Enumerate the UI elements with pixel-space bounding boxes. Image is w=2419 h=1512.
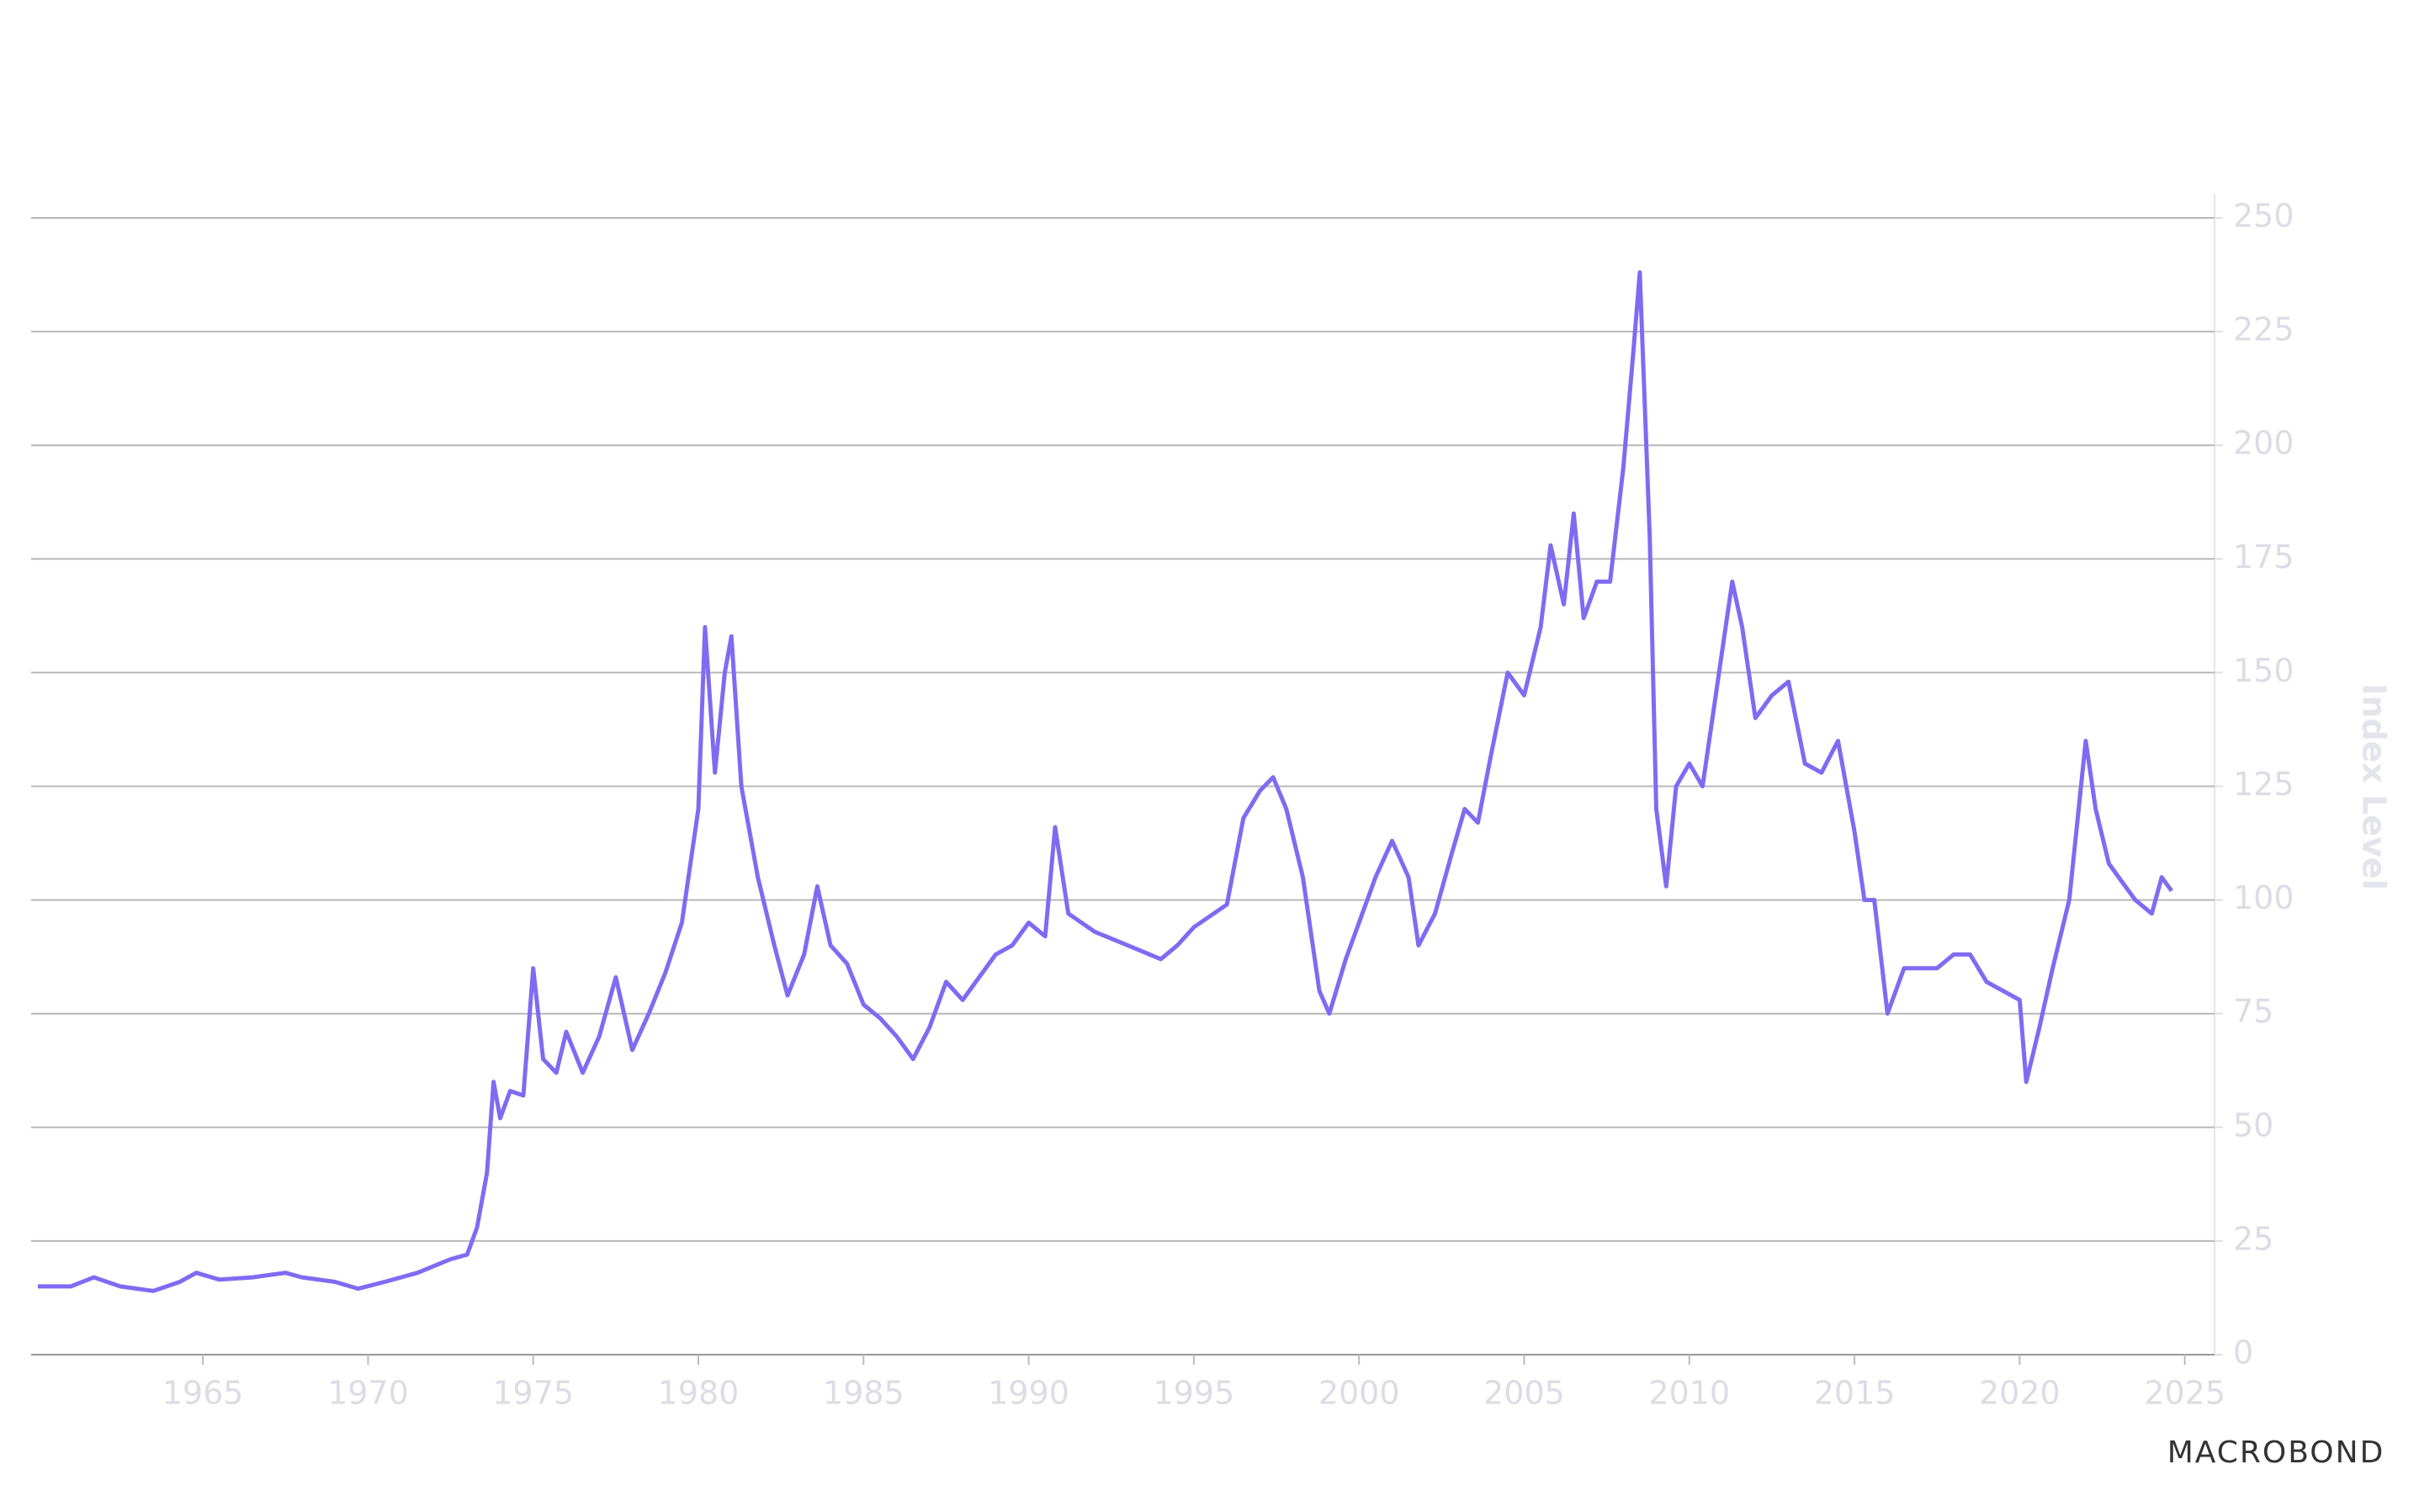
x-tick-label: 1965 <box>162 1375 244 1412</box>
data-line <box>37 270 2174 1293</box>
x-tick-label: 1995 <box>1154 1375 1235 1412</box>
brand-logo: MACROBOND <box>2167 1435 2385 1470</box>
x-tick-label: 2020 <box>1979 1375 2061 1412</box>
y-tick-label: 50 <box>2233 1106 2273 1143</box>
y-tick-label: 175 <box>2233 538 2294 576</box>
x-tick-label: 2005 <box>1483 1375 1565 1412</box>
y-tick-label: 125 <box>2233 766 2294 803</box>
x-tick-label: 1990 <box>988 1375 1069 1412</box>
y-tick-label: 225 <box>2233 311 2294 348</box>
x-tick-label: 1985 <box>823 1375 904 1412</box>
y-axis-label: Index Level <box>2356 683 2393 889</box>
y-tick-label: 150 <box>2233 652 2294 689</box>
y-tick-label: 100 <box>2233 879 2294 916</box>
y-tick-label: 25 <box>2233 1220 2273 1257</box>
x-tick-label: 1975 <box>492 1375 574 1412</box>
x-tick-label: 1970 <box>327 1375 409 1412</box>
x-tick-label: 2015 <box>1814 1375 1896 1412</box>
y-tick-label: 200 <box>2233 425 2294 462</box>
x-tick-label: 2010 <box>1648 1375 1730 1412</box>
x-tick-label: 2000 <box>1318 1375 1400 1412</box>
y-tick-label: 0 <box>2233 1334 2253 1371</box>
x-tick-label: 1980 <box>658 1375 740 1412</box>
x-tick-label: 2025 <box>2144 1375 2225 1412</box>
y-tick-label: 250 <box>2233 198 2294 235</box>
y-tick-label: 75 <box>2233 993 2273 1030</box>
